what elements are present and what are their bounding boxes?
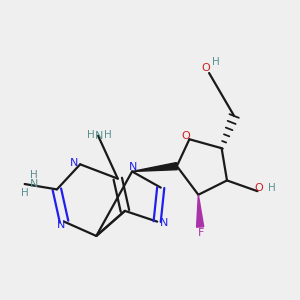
Text: H: H [87,130,95,140]
Polygon shape [132,163,177,172]
Text: N: N [70,158,79,167]
Text: O: O [201,63,210,73]
Text: H: H [104,130,112,140]
Text: H: H [30,170,38,180]
Text: N: N [29,179,38,189]
Text: O: O [255,183,264,193]
Text: F: F [198,228,204,239]
Text: N: N [57,220,65,230]
Text: H: H [21,188,28,198]
Text: O: O [182,131,190,141]
Text: H: H [268,183,276,193]
Text: N: N [159,218,168,228]
Text: N: N [95,131,104,141]
Polygon shape [196,195,204,227]
Text: H: H [212,56,220,67]
Text: N: N [129,162,137,172]
